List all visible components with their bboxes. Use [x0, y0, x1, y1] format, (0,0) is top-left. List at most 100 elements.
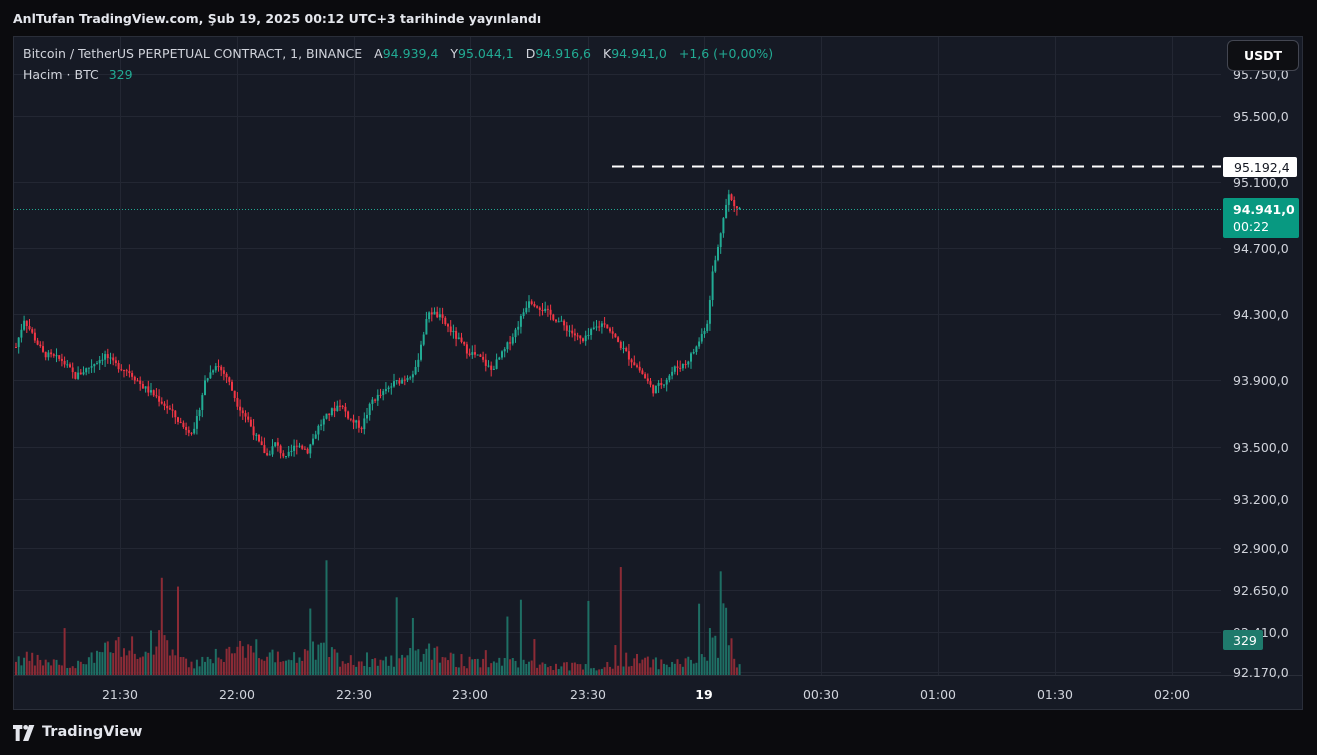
volume-bar	[357, 661, 360, 675]
volume-bar	[366, 652, 368, 675]
volume-bar	[131, 636, 134, 675]
candle-body	[117, 363, 120, 370]
volume-bar	[511, 657, 514, 675]
candle-body	[727, 194, 730, 205]
volume-legend-label[interactable]: Hacim · BTC	[23, 67, 99, 82]
volume-bar	[185, 658, 188, 675]
volume-bar	[600, 668, 603, 675]
candle-body	[571, 330, 574, 334]
volume-bar	[379, 659, 382, 675]
volume-bar	[703, 657, 706, 675]
volume-bar	[298, 657, 301, 675]
high-label: Y	[450, 46, 459, 61]
candle-body	[541, 309, 544, 312]
candle-body	[79, 372, 82, 375]
candle-body	[708, 300, 711, 324]
candle-body	[31, 329, 34, 333]
candle-body	[225, 373, 228, 378]
candle-body	[266, 453, 269, 456]
volume-bar	[158, 630, 161, 675]
volume-bar	[287, 659, 290, 675]
volume-bar	[549, 665, 552, 675]
volume-bar	[152, 654, 155, 675]
volume-bar	[93, 662, 96, 675]
volume-bar	[698, 603, 701, 675]
candle-body	[503, 349, 506, 352]
candle-body	[158, 396, 161, 402]
candle-body	[438, 314, 441, 318]
candle-body	[155, 395, 158, 397]
candle-body	[492, 368, 495, 370]
volume-bar	[114, 640, 117, 675]
volume-bar	[514, 660, 517, 675]
chart-panel[interactable]	[13, 36, 1303, 710]
candle-body	[627, 351, 630, 360]
candle-body	[279, 445, 282, 454]
volume-bar	[498, 657, 501, 675]
candle-body	[17, 337, 20, 348]
volume-bar	[692, 663, 695, 675]
candle-body	[557, 321, 560, 323]
dashed-level-label: 95.192,4	[1223, 157, 1297, 177]
volume-bar	[592, 667, 595, 675]
candle-body	[490, 365, 493, 370]
volume-bar	[533, 639, 536, 675]
volume-bar	[136, 658, 139, 675]
volume-bar	[735, 667, 738, 675]
y-tick-label: 95.100,0	[1233, 175, 1289, 190]
candle-body	[55, 355, 58, 357]
candle-body	[214, 366, 217, 371]
volume-bar	[55, 659, 58, 675]
price-axis[interactable]: 95.750,095.500,095.100,094.700,094.300,0…	[1233, 67, 1289, 680]
volume-bar	[614, 645, 617, 675]
candle-body	[379, 394, 382, 396]
volume-bar	[252, 652, 255, 675]
candle-body	[479, 354, 482, 357]
volume-bar	[263, 660, 266, 675]
volume-bar	[274, 662, 277, 675]
candle-body	[468, 353, 471, 355]
candle-body	[228, 377, 231, 382]
volume-bar	[133, 653, 136, 675]
candle-body	[463, 341, 466, 345]
volume-bar	[490, 663, 493, 675]
volume-bar	[168, 655, 171, 675]
candle-body	[239, 406, 242, 411]
candle-body	[487, 365, 490, 367]
candle-body	[703, 330, 706, 335]
candle-body	[106, 354, 109, 359]
candle-body	[320, 424, 323, 426]
time-axis[interactable]: 21:30 22:00 22:30 23:00 23:30 19 00:30 01:00 01:…	[102, 687, 1190, 702]
candle-body	[457, 337, 460, 339]
volume-bar	[611, 668, 614, 675]
candle-body	[733, 200, 736, 207]
volume-bar	[276, 651, 279, 675]
volume-bar	[727, 645, 730, 675]
candle-body	[144, 386, 147, 389]
volume-bar	[63, 628, 66, 675]
last-price-value: 94.941,0	[1233, 202, 1295, 217]
volume-bar	[341, 661, 344, 675]
volume-bar	[395, 597, 398, 675]
candle-body	[617, 337, 620, 342]
candle-body	[649, 381, 652, 385]
candle-body	[141, 383, 144, 389]
volume-bar	[557, 669, 560, 675]
volume-bar	[31, 652, 34, 675]
volume-bar	[711, 637, 714, 675]
volume-bar	[417, 649, 420, 675]
candle-body	[249, 419, 252, 427]
volume-bar	[582, 669, 584, 675]
candle-body	[247, 416, 250, 420]
volume-bar	[328, 657, 331, 675]
candle-body	[47, 352, 50, 358]
volume-bar	[438, 662, 441, 675]
candle-body	[82, 372, 85, 375]
symbol-name[interactable]: Bitcoin / TetherUS PERPETUAL CONTRACT, 1…	[23, 46, 363, 61]
candle-body	[330, 408, 333, 416]
volume-bar	[476, 658, 479, 675]
currency-button[interactable]: USDT	[1227, 40, 1299, 71]
candle-body	[23, 320, 26, 330]
x-tick-label: 22:30	[336, 687, 372, 702]
